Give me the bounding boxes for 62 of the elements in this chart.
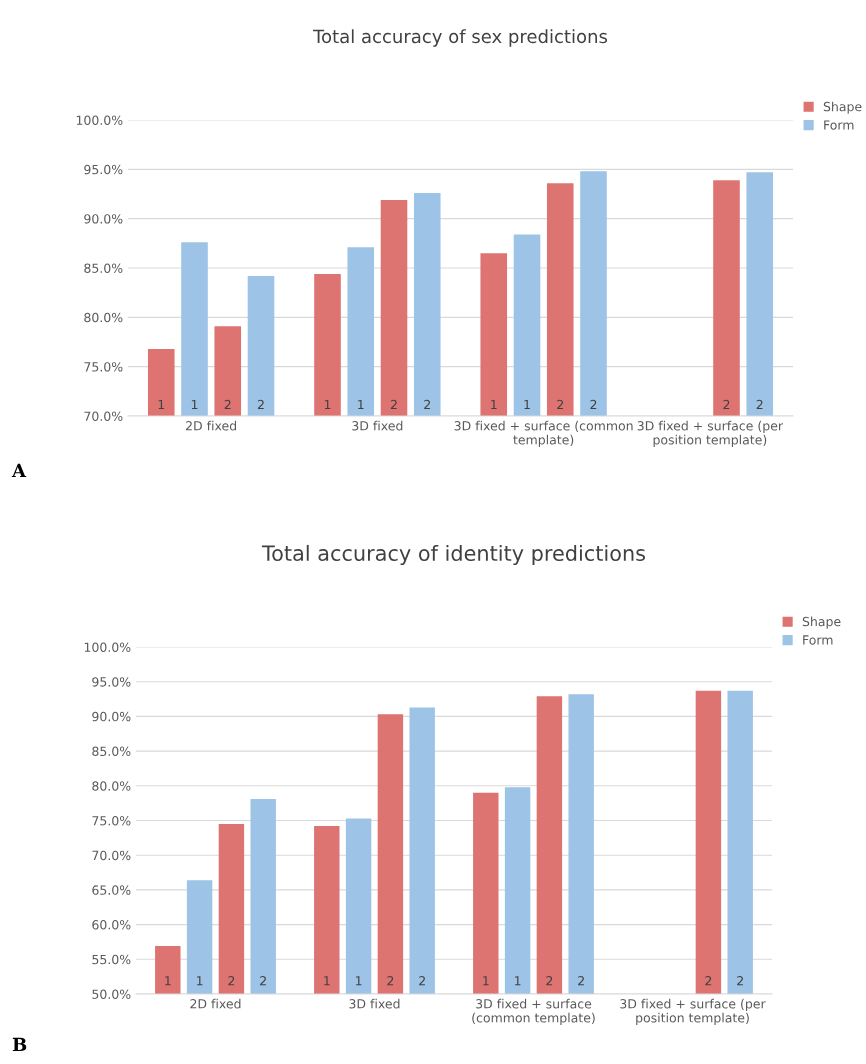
annotation: 2 [723, 399, 730, 410]
annotation: 2 [578, 976, 584, 986]
x-tick-label: 3D fixed + surface (per position template) [620, 998, 766, 1025]
x-tick-label: 3D fixed + surface (common template) [454, 420, 633, 447]
y-tick-label: 75.0% [84, 362, 123, 372]
annotation: 1 [324, 976, 330, 986]
y-tick-label: 80.0% [92, 781, 131, 791]
chart-title: Total accuracy of sex predictions [313, 29, 608, 47]
y-tick-label: 90.0% [92, 711, 131, 722]
annotation: 2 [756, 399, 763, 410]
annotation: 1 [515, 976, 521, 986]
y-tick-label: 65.0% [92, 885, 131, 895]
annotation: 2 [387, 976, 394, 986]
legend-label: Shape [823, 101, 862, 114]
x-tick-label: 2D fixed [190, 998, 241, 1009]
x-tick-label: 3D fixed + surface (per position template) [637, 420, 784, 447]
y-tick-label: 85.0% [84, 263, 123, 273]
y-tick-label: 55.0% [92, 954, 131, 965]
annotation: 2 [590, 399, 597, 410]
annotation: 2 [224, 399, 231, 410]
annotation: 2 [260, 976, 266, 986]
annotation: 1 [197, 976, 203, 986]
y-tick-label: 100.0% [84, 642, 131, 652]
annotation: 1 [158, 399, 165, 410]
annotation: 1 [358, 399, 364, 410]
y-tick-label: 60.0% [92, 920, 131, 930]
y-tick-label: 100.0% [76, 115, 123, 125]
annotation: 2 [228, 976, 235, 986]
legend-label: Form [824, 120, 854, 130]
annotation: 2 [419, 976, 425, 986]
x-tick-label: 3D fixed [352, 420, 403, 431]
x-tick-label: 3D fixed [349, 998, 400, 1009]
annotation: 2 [557, 399, 563, 410]
annotation: 1 [356, 976, 362, 986]
annotation: 2 [737, 976, 743, 986]
y-tick-label: 95.0% [92, 677, 131, 687]
y-tick-label: 70.0% [84, 411, 123, 421]
annotation: 2 [705, 976, 712, 986]
x-tick-label: 3D fixed + surface (common template) [472, 998, 595, 1025]
annotation: 1 [165, 976, 171, 986]
annotation: 2 [257, 399, 264, 410]
annotation: 1 [483, 976, 489, 986]
annotation: 1 [324, 399, 331, 410]
legend-label: Form [803, 635, 833, 645]
y-tick-label: 70.0% [92, 850, 131, 861]
annotation: 1 [524, 399, 530, 410]
text: A [11, 463, 27, 477]
y-tick-label: 80.0% [84, 312, 123, 323]
y-tick-label: 75.0% [92, 815, 131, 826]
y-tick-label: 95.0% [84, 164, 123, 175]
x-tick-label: 2D fixed [186, 420, 237, 431]
annotation: 2 [390, 399, 397, 410]
annotation: 2 [424, 399, 430, 410]
text: B [12, 1037, 27, 1051]
y-tick-label: 50.0% [92, 989, 131, 999]
chart-title: Total accuracy of identity predictions [261, 544, 646, 566]
y-tick-label: 85.0% [92, 746, 131, 757]
y-tick-label: 90.0% [84, 214, 123, 224]
annotation: 1 [491, 399, 497, 410]
annotation: 2 [546, 976, 553, 986]
legend-label: Shape [802, 616, 841, 629]
annotation: 1 [191, 399, 198, 410]
